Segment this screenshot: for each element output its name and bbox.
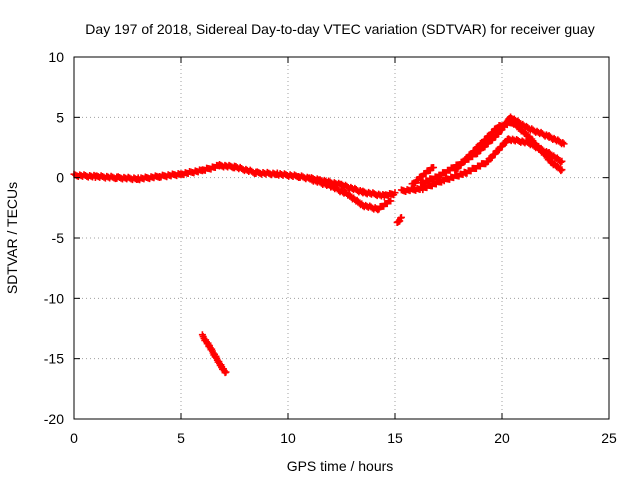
data-points — [70, 113, 568, 377]
data-point — [558, 157, 566, 165]
x-tick-label: 15 — [387, 430, 403, 446]
data-point — [559, 139, 567, 147]
data-point — [397, 213, 405, 221]
y-tick-label: -10 — [44, 290, 64, 306]
y-tick-label: -20 — [44, 411, 64, 427]
data-point — [387, 197, 395, 205]
axis-ticks: 0 5 10 15 20 25 -20 -15 -10 -5 0 5 10 — [44, 49, 617, 446]
grid-lines — [74, 57, 609, 419]
series-low-track — [198, 331, 230, 377]
y-tick-label: 10 — [48, 49, 64, 65]
y-tick-label: -5 — [52, 230, 65, 246]
y-tick-label: 0 — [56, 170, 64, 186]
x-tick-label: 20 — [494, 430, 510, 446]
data-point — [558, 166, 566, 174]
data-point — [391, 189, 399, 197]
series-track-a-lower — [305, 174, 395, 214]
data-point — [557, 158, 565, 166]
y-tick-label: -15 — [44, 351, 64, 367]
y-tick-label: 5 — [56, 109, 64, 125]
series-isolated-segment — [393, 213, 405, 226]
chart-title: Day 197 of 2018, Sidereal Day-to-day VTE… — [85, 21, 594, 37]
data-point — [557, 167, 565, 175]
series-track-c — [397, 135, 566, 196]
x-tick-label: 25 — [601, 430, 617, 446]
data-point — [222, 368, 230, 376]
data-point — [560, 140, 568, 148]
y-axis-label: SDTVAR / TECUs — [4, 182, 20, 294]
x-tick-label: 5 — [177, 430, 185, 446]
series-track-a — [70, 161, 399, 201]
data-point — [430, 164, 438, 172]
x-axis-label: GPS time / hours — [287, 458, 394, 474]
x-tick-label: 10 — [280, 430, 296, 446]
x-tick-label: 0 — [70, 430, 78, 446]
series-track-e — [451, 118, 566, 175]
